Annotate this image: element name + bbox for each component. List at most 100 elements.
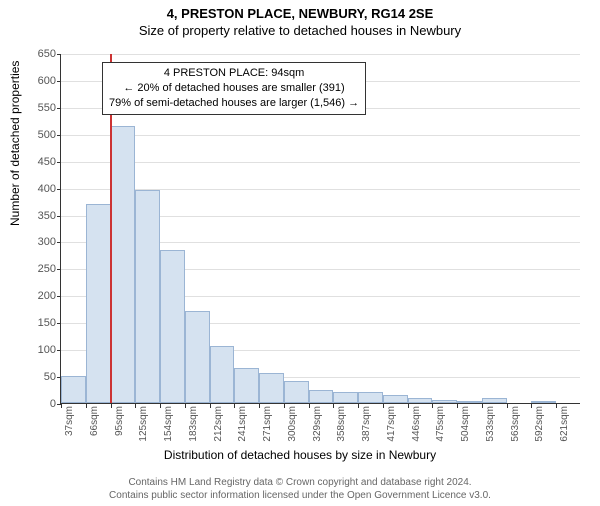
ytick-label: 250	[26, 263, 56, 275]
xtick-label: 329sqm	[312, 406, 323, 442]
ytick-mark	[57, 189, 61, 190]
histogram-bar	[457, 401, 482, 403]
ytick-label: 550	[26, 102, 56, 114]
xtick-mark	[556, 404, 557, 408]
ytick-mark	[57, 135, 61, 136]
histogram-bar	[383, 395, 408, 403]
histogram-bar	[135, 190, 160, 403]
grid-line	[61, 135, 580, 136]
chart-container: 0501001502002503003504004505005506006503…	[60, 54, 580, 404]
grid-line	[61, 162, 580, 163]
grid-line	[61, 54, 580, 55]
x-axis-label: Distribution of detached houses by size …	[0, 448, 600, 462]
histogram-bar	[160, 250, 185, 403]
ytick-mark	[57, 242, 61, 243]
histogram-bar	[408, 398, 433, 403]
xtick-mark	[259, 404, 260, 408]
xtick-label: 475sqm	[435, 406, 446, 442]
xtick-mark	[482, 404, 483, 408]
xtick-label: 504sqm	[460, 406, 471, 442]
ytick-label: 300	[26, 236, 56, 248]
ytick-label: 350	[26, 210, 56, 222]
xtick-label: 154sqm	[163, 406, 174, 442]
ytick-mark	[57, 323, 61, 324]
histogram-bar	[358, 392, 383, 403]
histogram-bar	[259, 373, 284, 403]
xtick-mark	[309, 404, 310, 408]
attrib-line2: Contains public sector information licen…	[0, 490, 600, 503]
histogram-bar	[185, 311, 210, 403]
ytick-label: 200	[26, 290, 56, 302]
histogram-bar	[482, 398, 507, 403]
xtick-label: 417sqm	[386, 406, 397, 442]
xtick-mark	[457, 404, 458, 408]
histogram-bar	[333, 392, 358, 403]
ytick-mark	[57, 296, 61, 297]
ytick-label: 650	[26, 48, 56, 60]
xtick-label: 563sqm	[510, 406, 521, 442]
xtick-label: 621sqm	[559, 406, 570, 442]
xtick-mark	[86, 404, 87, 408]
ytick-mark	[57, 108, 61, 109]
histogram-bar	[309, 390, 334, 403]
xtick-mark	[432, 404, 433, 408]
xtick-mark	[531, 404, 532, 408]
histogram-bar	[210, 346, 235, 403]
info-box: 4 PRESTON PLACE: 94sqm ← 20% of detached…	[102, 62, 366, 115]
histogram-bar	[86, 204, 111, 403]
xtick-mark	[507, 404, 508, 408]
infobox-line1: 4 PRESTON PLACE: 94sqm	[109, 66, 359, 81]
ytick-label: 500	[26, 129, 56, 141]
ytick-label: 50	[26, 371, 56, 383]
xtick-mark	[408, 404, 409, 408]
xtick-label: 125sqm	[138, 406, 149, 442]
ytick-label: 0	[26, 398, 56, 410]
xtick-label: 241sqm	[237, 406, 248, 442]
attribution: Contains HM Land Registry data © Crown c…	[0, 477, 600, 502]
xtick-mark	[234, 404, 235, 408]
ytick-label: 150	[26, 317, 56, 329]
xtick-mark	[210, 404, 211, 408]
xtick-label: 37sqm	[64, 406, 75, 436]
ytick-mark	[57, 350, 61, 351]
ytick-mark	[57, 162, 61, 163]
ytick-mark	[57, 54, 61, 55]
page-subtitle: Size of property relative to detached ho…	[0, 23, 600, 38]
ytick-label: 100	[26, 344, 56, 356]
xtick-label: 212sqm	[213, 406, 224, 442]
xtick-mark	[61, 404, 62, 408]
xtick-mark	[135, 404, 136, 408]
xtick-mark	[160, 404, 161, 408]
histogram-bar	[61, 376, 86, 403]
xtick-label: 271sqm	[262, 406, 273, 442]
xtick-mark	[185, 404, 186, 408]
histogram-bar	[284, 381, 309, 403]
ytick-label: 400	[26, 183, 56, 195]
ytick-mark	[57, 216, 61, 217]
xtick-label: 183sqm	[188, 406, 199, 442]
xtick-label: 358sqm	[336, 406, 347, 442]
xtick-mark	[111, 404, 112, 408]
histogram-bar	[111, 126, 136, 403]
xtick-label: 387sqm	[361, 406, 372, 442]
xtick-label: 533sqm	[485, 406, 496, 442]
ytick-label: 450	[26, 156, 56, 168]
ytick-label: 600	[26, 75, 56, 87]
infobox-line2: ← 20% of detached houses are smaller (39…	[109, 81, 359, 96]
xtick-label: 592sqm	[534, 406, 545, 442]
y-axis-label: Number of detached properties	[8, 61, 22, 226]
xtick-label: 66sqm	[89, 406, 100, 436]
ytick-mark	[57, 269, 61, 270]
ytick-mark	[57, 81, 61, 82]
xtick-label: 446sqm	[411, 406, 422, 442]
histogram-bar	[234, 368, 259, 403]
histogram-bar	[432, 400, 457, 403]
xtick-label: 300sqm	[287, 406, 298, 442]
infobox-line3: 79% of semi-detached houses are larger (…	[109, 96, 359, 111]
xtick-mark	[333, 404, 334, 408]
xtick-mark	[358, 404, 359, 408]
page-title: 4, PRESTON PLACE, NEWBURY, RG14 2SE	[0, 6, 600, 21]
xtick-label: 95sqm	[114, 406, 125, 436]
xtick-mark	[284, 404, 285, 408]
attrib-line1: Contains HM Land Registry data © Crown c…	[0, 477, 600, 490]
